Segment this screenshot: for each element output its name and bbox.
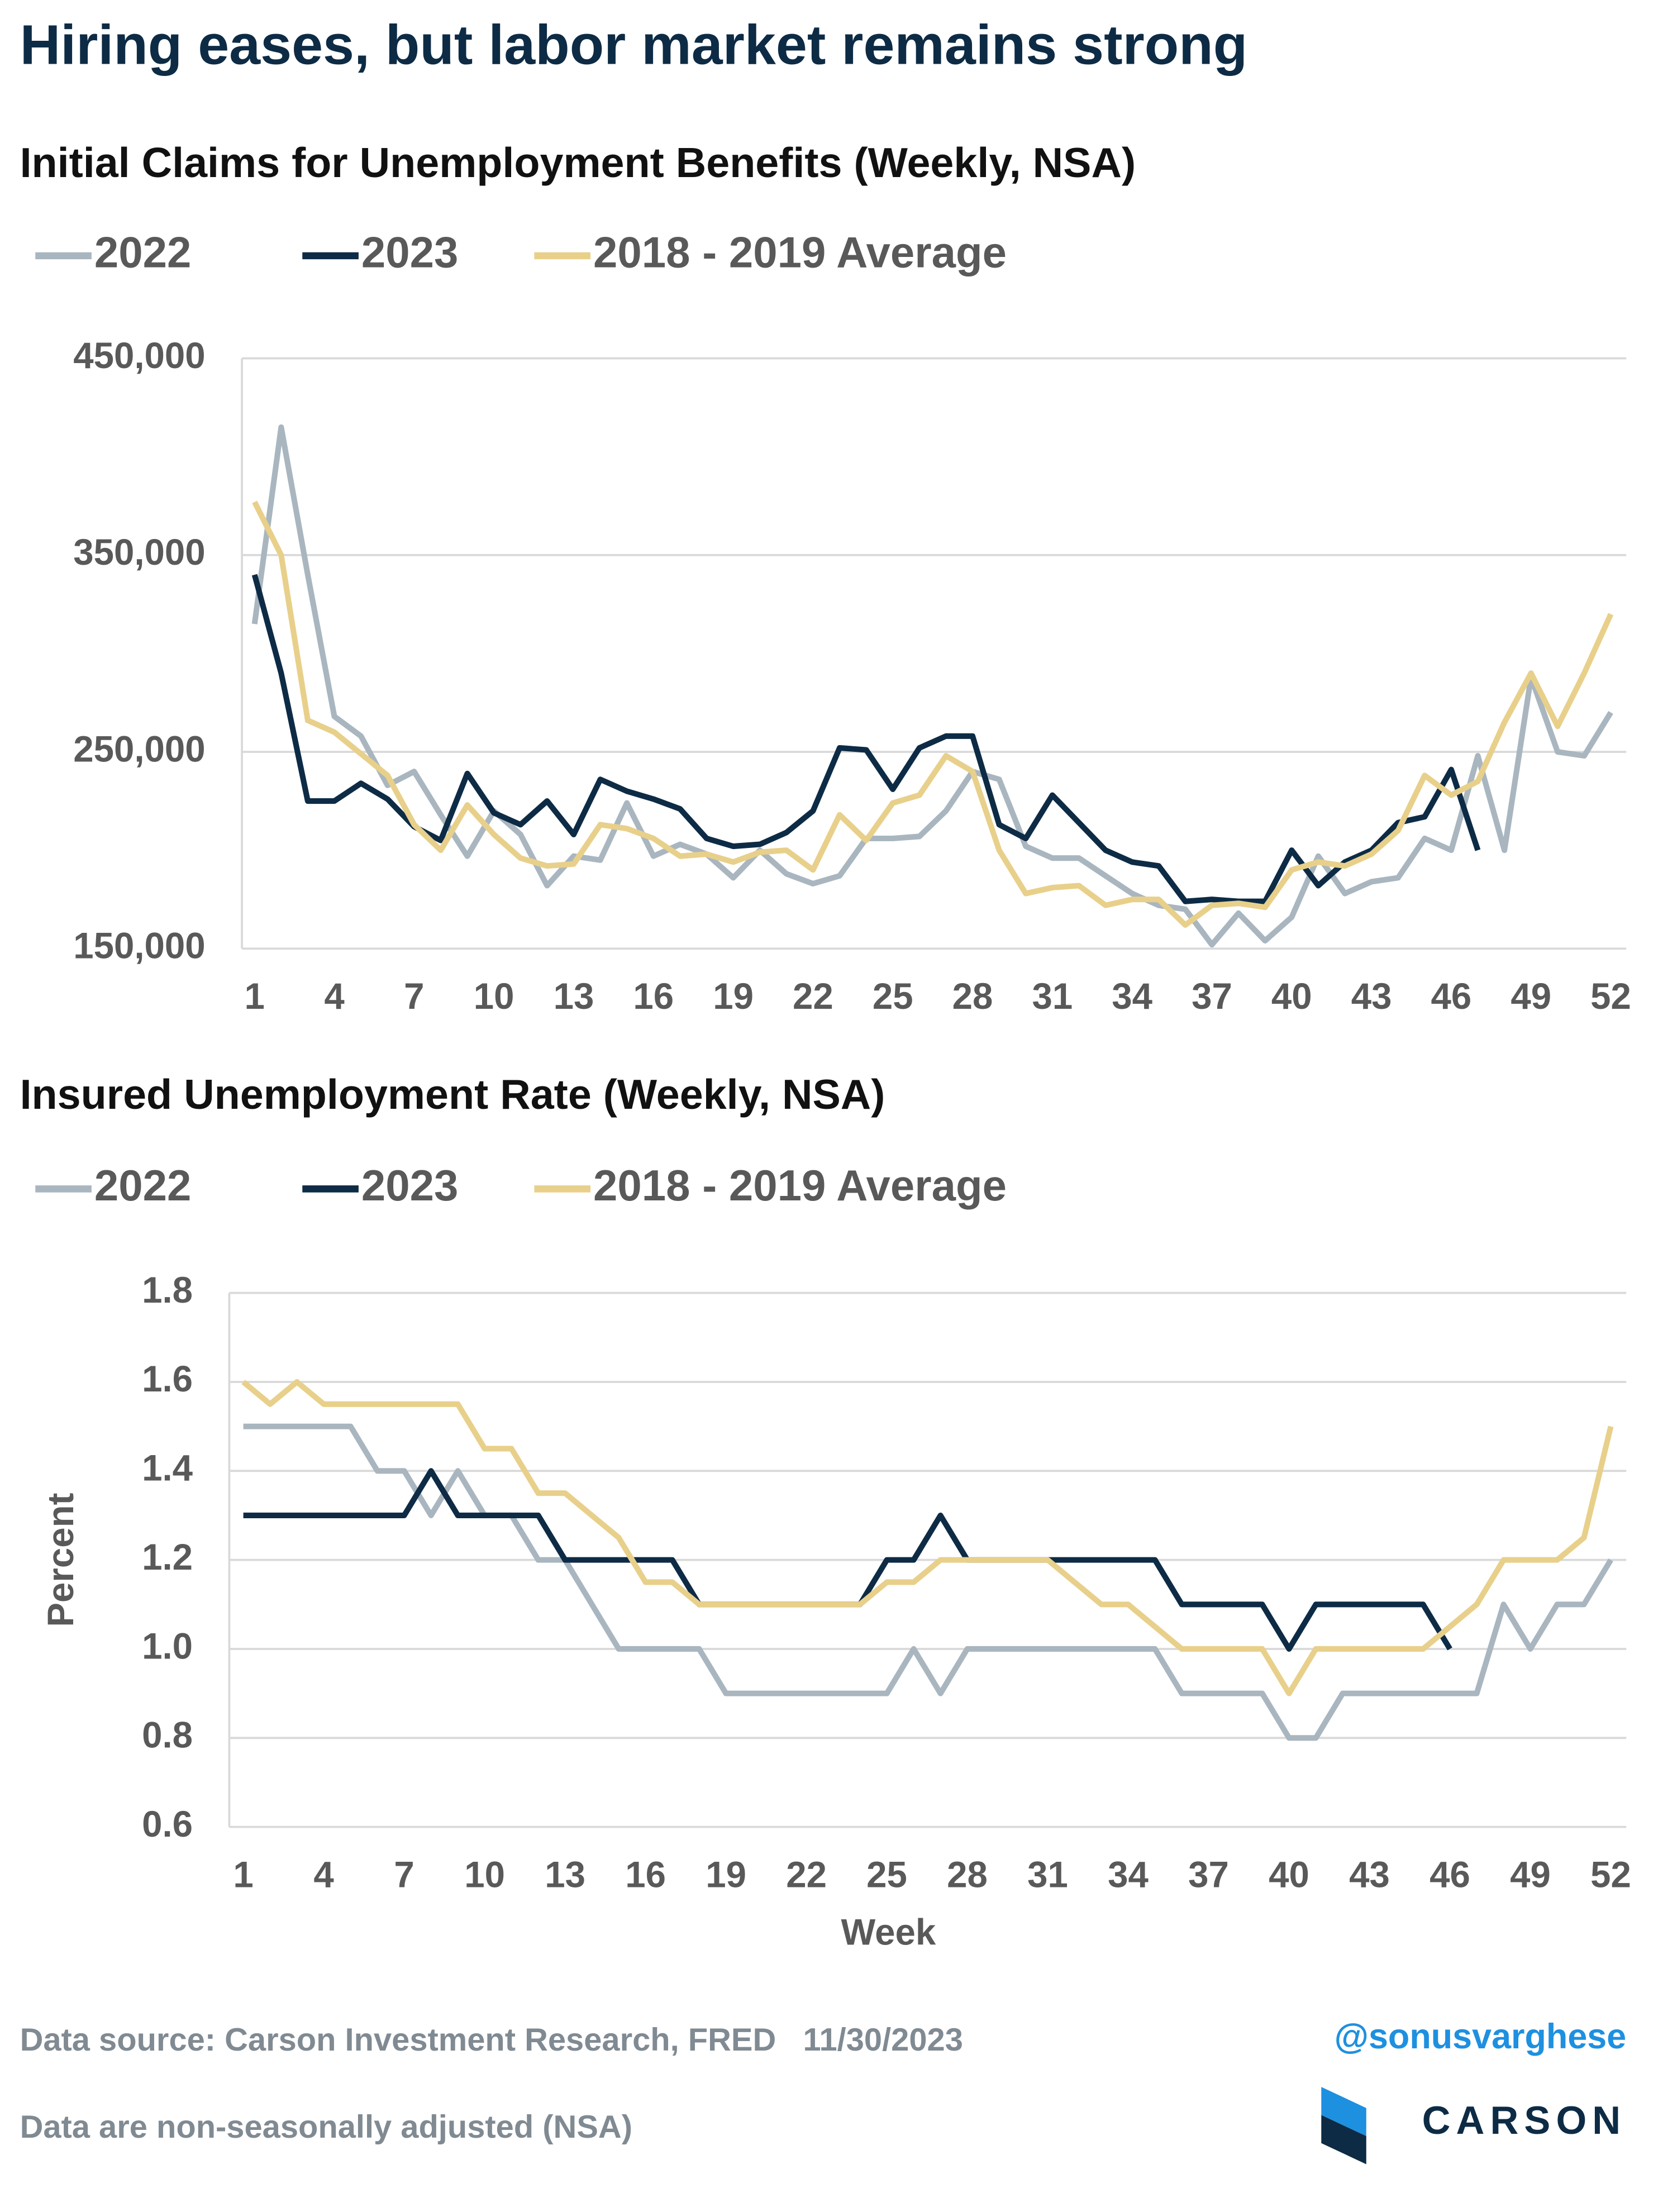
x-tick-label: 34 [1112, 976, 1152, 1017]
x-tick-label: 43 [1349, 1855, 1390, 1895]
x-tick-label: 49 [1510, 976, 1551, 1017]
data-line [241, 1379, 1614, 1696]
data-line [252, 500, 1614, 928]
y-tick-label: 1.6 [142, 1358, 193, 1399]
data-line [251, 424, 1613, 948]
y-tick-label: 250,000 [73, 728, 205, 769]
x-tick-label: 7 [404, 976, 424, 1017]
x-tick-label: 22 [793, 976, 833, 1017]
data-line [243, 1423, 1613, 1741]
x-tick-label: 10 [474, 976, 514, 1017]
chart-title: Insured Unemployment Rate (Weekly, NSA) [20, 1071, 885, 1118]
y-tick-label: 350,000 [73, 532, 205, 573]
y-tick-label: 1.4 [142, 1448, 193, 1489]
x-tick-label: 7 [394, 1855, 414, 1895]
footer-source: Data source: Carson Investment Research,… [20, 2022, 963, 2058]
logo-text: CARSON [1422, 2098, 1627, 2142]
x-tick-label: 37 [1188, 1855, 1229, 1895]
legend-label: 2018 - 2019 Average [593, 228, 1007, 277]
x-tick-label: 31 [1027, 1855, 1068, 1895]
x-tick-label: 52 [1590, 976, 1631, 1017]
y-axis-label: Percent [40, 1493, 81, 1627]
x-tick-label: 1 [245, 976, 265, 1017]
x-tick-label: 1 [233, 1855, 253, 1895]
footer-note: Data are non-seasonally adjusted (NSA) [20, 2109, 632, 2145]
legend-label: 2023 [361, 1161, 459, 1210]
y-tick-label: 0.8 [142, 1715, 193, 1756]
x-tick-label: 13 [554, 976, 594, 1017]
x-tick-label: 25 [873, 976, 913, 1017]
x-tick-label: 52 [1590, 1855, 1631, 1895]
x-tick-label: 16 [625, 1855, 666, 1895]
legend-label: 2022 [94, 1161, 192, 1210]
y-tick-label: 0.6 [142, 1804, 193, 1844]
x-tick-label: 37 [1192, 976, 1232, 1017]
x-tick-label: 34 [1108, 1855, 1149, 1895]
legend-label: 2022 [94, 228, 192, 277]
x-tick-label: 10 [464, 1855, 505, 1895]
x-tick-label: 43 [1351, 976, 1392, 1017]
y-tick-label: 150,000 [73, 926, 205, 966]
y-tick-label: 1.2 [142, 1537, 193, 1577]
x-axis-label: Week [841, 1912, 936, 1953]
x-tick-label: 4 [324, 976, 345, 1017]
x-tick-label: 49 [1510, 1855, 1551, 1895]
x-tick-label: 16 [633, 976, 674, 1017]
x-tick-label: 19 [706, 1855, 746, 1895]
legend-label: 2018 - 2019 Average [593, 1161, 1007, 1210]
x-tick-label: 28 [947, 1855, 988, 1895]
x-tick-label: 46 [1429, 1855, 1470, 1895]
y-tick-label: 1.0 [142, 1625, 193, 1666]
legend-label: 2023 [361, 228, 459, 277]
x-tick-label: 40 [1269, 1855, 1309, 1895]
x-tick-label: 4 [313, 1855, 334, 1895]
x-tick-label: 46 [1431, 976, 1472, 1017]
y-tick-label: 450,000 [73, 335, 205, 376]
x-tick-label: 22 [786, 1855, 827, 1895]
x-tick-label: 28 [952, 976, 993, 1017]
y-tick-label: 1.8 [142, 1270, 193, 1310]
handle: @sonusvarghese [1335, 2017, 1627, 2056]
x-tick-label: 13 [545, 1855, 585, 1895]
x-tick-label: 40 [1271, 976, 1312, 1017]
x-tick-label: 31 [1032, 976, 1073, 1017]
chart-title: Initial Claims for Unemployment Benefits… [20, 139, 1136, 186]
x-tick-label: 25 [866, 1855, 907, 1895]
logo-icon [1321, 2087, 1366, 2165]
x-tick-label: 19 [713, 976, 754, 1017]
page-title: Hiring eases, but labor market remains s… [20, 14, 1248, 77]
data-line [251, 574, 1481, 904]
